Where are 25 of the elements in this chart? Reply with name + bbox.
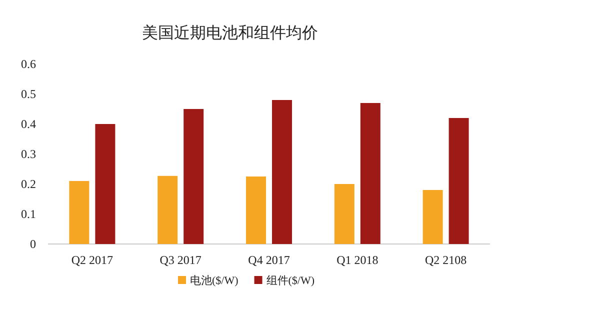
y-tick-label: 0.5 — [21, 87, 36, 101]
y-tick-label: 0.2 — [21, 177, 36, 191]
bar — [360, 103, 380, 244]
y-tick-label: 0.1 — [21, 207, 36, 221]
bar — [184, 109, 204, 244]
y-tick-label: 0 — [30, 237, 36, 251]
bar — [422, 190, 443, 244]
bar — [246, 176, 266, 244]
legend-label: 电池($/W) — [190, 274, 239, 287]
bar — [69, 181, 90, 244]
x-tick-label: Q4 2017 — [248, 253, 290, 267]
bar — [334, 184, 354, 244]
legend-label: 组件($/W) — [266, 275, 315, 287]
bar — [272, 100, 292, 244]
x-tick-label: Q1 2018 — [336, 253, 378, 267]
x-tick-label: Q3 2017 — [160, 253, 202, 267]
y-tick-label: 0.4 — [21, 117, 36, 131]
bar — [158, 176, 178, 244]
x-tick-label: Q2 2017 — [71, 253, 114, 267]
chart-title: 美国近期电池和组件均价 — [142, 23, 318, 42]
y-tick-label: 0.3 — [21, 147, 36, 161]
x-tick-label: Q2 2108 — [424, 253, 467, 267]
bar — [95, 124, 116, 244]
bar — [448, 118, 469, 244]
y-tick-label: 0.6 — [21, 57, 36, 71]
